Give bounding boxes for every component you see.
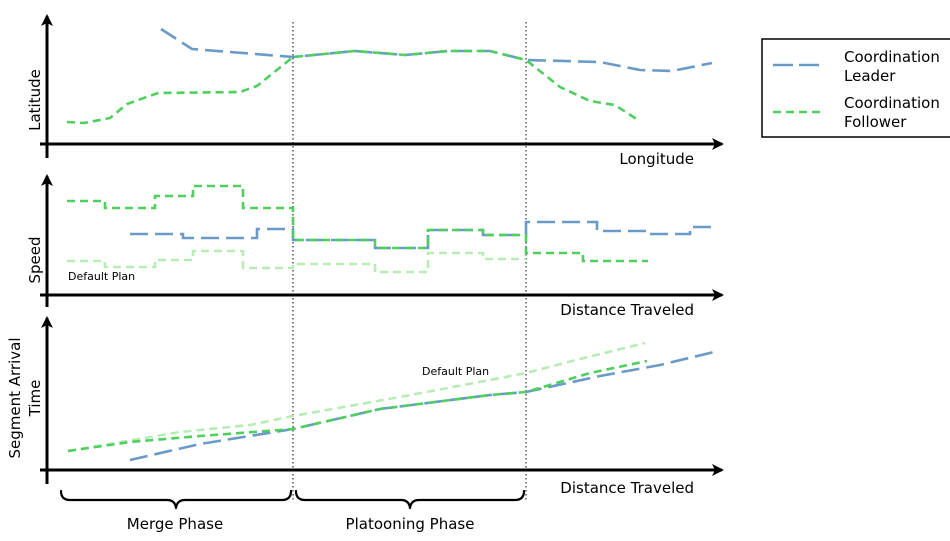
top-panel: Latitude Longitude [26,14,724,168]
middle-default-plan-line [67,249,526,274]
bottom-leader-line [129,349,719,462]
top-leader-line [160,27,713,73]
middle-default-plan-label: Default Plan [68,270,135,283]
top-x-label: Longitude [619,150,694,168]
legend-follower-label-line1: Coordination [844,94,940,112]
legend: Coordination Leader Coordination Followe… [761,38,950,138]
top-y-label: Latitude [26,69,44,131]
middle-y-label: Speed [26,236,44,283]
platooning-phase-brace: Platooning Phase [294,489,526,533]
bottom-y-label-line2: Time [26,380,44,418]
bottom-default-plan-label: Default Plan [422,365,489,378]
legend-leader-label-line1: Coordination [844,48,940,66]
middle-x-label: Distance Traveled [560,301,694,319]
bottom-default-plan-line [67,341,646,453]
bottom-y-label-line1: Segment Arrival [6,337,24,458]
legend-box [761,38,950,138]
middle-leader-line [130,220,714,250]
middle-panel: Speed Distance Traveled Default Plan [26,174,724,319]
bottom-follower-line [67,359,648,453]
middle-follower-line [67,184,648,263]
legend-leader-label-line2: Leader [844,67,896,85]
bottom-panel: Segment Arrival Time Distance Traveled D… [6,316,724,497]
legend-follower-label-line2: Follower [844,113,907,131]
merge-phase-brace: Merge Phase [59,489,293,533]
top-follower-line [66,49,639,125]
bottom-x-label: Distance Traveled [560,479,694,497]
merge-phase-label: Merge Phase [127,515,223,533]
platooning-phase-label: Platooning Phase [346,515,475,533]
